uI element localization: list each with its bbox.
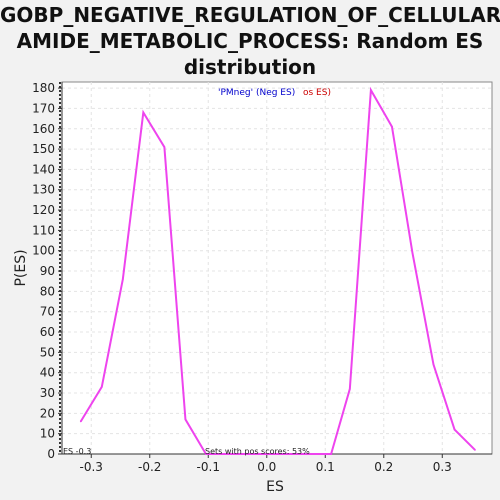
legend-text-pos: os ES)	[303, 88, 331, 98]
data-point	[349, 388, 351, 390]
data-point	[247, 453, 249, 455]
data-point	[267, 453, 270, 455]
data-point	[122, 278, 124, 280]
series-line	[79, 86, 476, 455]
data-point	[142, 111, 145, 114]
x-tick-label: 0.1	[316, 460, 335, 474]
data-point	[184, 418, 187, 421]
y-tick-label: 20	[40, 406, 55, 420]
y-tick-label: 140	[32, 162, 55, 176]
data-point	[474, 449, 476, 451]
y-tick-label: 70	[40, 305, 55, 319]
x-tick-label: 0.0	[257, 460, 276, 474]
y-tick-label: 150	[32, 142, 55, 156]
y-tick-label: 80	[40, 284, 55, 298]
y-tick-label: 40	[40, 366, 55, 380]
y-tick-label: 10	[40, 427, 55, 441]
x-ticks: -0.3 -0.2 -0.1 0.0 0.1 0.2 0.3	[80, 454, 452, 474]
data-point	[330, 453, 332, 455]
y-tick-label: 170	[32, 101, 55, 115]
x-axis-label: ES	[266, 479, 284, 495]
annotation-pos-scores: Sets with pos scores: 53%	[205, 447, 310, 456]
annotation-es: ES -0.3	[63, 447, 91, 456]
data-point	[391, 125, 393, 128]
chart-title-line-1: GOBP_NEGATIVE_REGULATION_OF_CELLULAR_	[0, 3, 500, 27]
y-tick-label: 90	[40, 264, 55, 278]
x-tick-label: -0.1	[197, 460, 220, 474]
y-tick-label: 130	[32, 183, 55, 197]
y-tick-label: 160	[32, 122, 55, 136]
y-tick-label: 50	[40, 345, 55, 359]
y-tick-label: 110	[32, 223, 55, 237]
y-ticks: 0 10 20 30 40 50 60 70 80 90 100 110 120 130 140 150 160…	[32, 81, 62, 461]
data-point	[100, 386, 103, 388]
x-tick-label: 0.2	[374, 460, 393, 474]
data-point	[370, 89, 372, 91]
series-group	[79, 86, 476, 455]
data-point	[79, 420, 82, 423]
chart-title-line-2: AMIDE_METABOLIC_PROCESS: Random ES	[16, 29, 484, 53]
plot-area	[61, 81, 493, 455]
data-point	[163, 146, 166, 148]
y-tick-label: 120	[32, 203, 55, 217]
y-tick-label: 100	[32, 244, 55, 258]
data-point	[288, 453, 291, 455]
grid-lines	[62, 82, 492, 455]
y-axis-label: P(ES)	[13, 249, 29, 286]
legend-text-neg: 'PMneg' (Neg ES)	[218, 88, 295, 98]
data-point	[309, 453, 312, 455]
y-tick-label: 180	[32, 81, 55, 95]
chart-title-line-3: distribution	[183, 55, 317, 79]
data-point	[453, 428, 456, 431]
y-tick-label: 0	[47, 447, 55, 461]
y-tick-label: 60	[40, 325, 55, 339]
data-point	[411, 251, 414, 254]
x-tick-label: 0.3	[433, 460, 452, 474]
data-point	[226, 453, 228, 455]
chart-title: GOBP_NEGATIVE_REGULATION_OF_CELLULAR_ AM…	[0, 2, 500, 80]
x-tick-label: -0.3	[80, 460, 103, 474]
data-point	[205, 453, 207, 455]
y-tick-label: 30	[40, 386, 55, 400]
x-tick-label: -0.2	[138, 460, 161, 474]
data-point	[432, 363, 435, 366]
